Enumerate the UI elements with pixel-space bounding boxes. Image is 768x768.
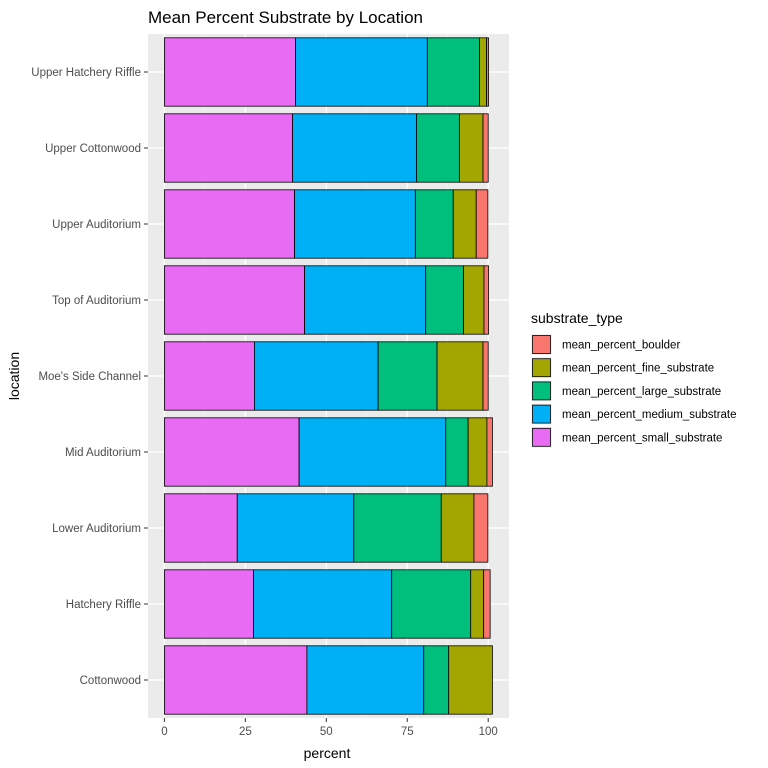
bars [163,37,493,715]
bar-segment [163,493,238,563]
legend-swatch [532,427,551,447]
legend: substrate_type mean_percent_boulder mean_… [531,310,737,448]
bar-segment [163,37,296,107]
bar-segment [416,113,460,183]
legend-swatch [532,381,551,401]
chart-title: Mean Percent Substrate by Location [148,8,423,27]
bar-segment [163,341,255,411]
bar-segment [304,265,427,335]
bar-segment [306,645,425,715]
x-tick-label: 100 [479,726,498,738]
bar-segment [473,493,489,563]
bar-segment [414,189,454,259]
x-tick-label: 0 [161,726,167,738]
bar-segment [483,265,489,335]
legend-label: mean_percent_boulder [562,340,680,352]
bar-segment [467,417,488,487]
legend-label: mean_percent_small_substrate [562,432,722,444]
y-tick-label: Hatchery Riffle [66,599,141,611]
x-axis-ticks: 0 25 50 75 100 [161,718,498,738]
bar-segment [163,645,308,715]
legend-label: mean_percent_medium_substrate [562,409,737,421]
legend-swatch [532,404,551,424]
legend-label: mean_percent_fine_substrate [562,363,714,375]
bar-segment [163,189,295,259]
bar-segment [452,189,477,259]
bar-segment [436,341,484,411]
bar-segment [236,493,355,563]
y-tick-label: Upper Hatchery Riffle [31,67,141,79]
bar-segment [163,113,294,183]
bar-segment [423,645,450,715]
bar-segment [479,37,487,107]
bar-segment [163,417,300,487]
legend-title: substrate_type [531,310,623,326]
bar-segment [463,265,485,335]
bar-segment [483,569,491,639]
bar-segment [163,569,254,639]
bar-segment [254,341,379,411]
bar-segment [391,569,472,639]
bar-segment [440,493,475,563]
bar-segment [425,265,464,335]
x-tick-label: 75 [401,726,414,738]
bar-segment [475,189,489,259]
y-tick-label: Top of Auditorium [52,295,141,307]
legend-swatch [532,335,551,354]
y-tick-label: Upper Cottonwood [45,143,141,155]
bar-segment [298,417,447,487]
bar-segment [448,645,493,715]
bar-segment [486,417,493,487]
bar-segment [482,341,489,411]
bar-segment [458,113,484,183]
bar-segment [253,569,393,639]
bar-segment [426,37,480,107]
bar-segment [482,113,489,183]
x-tick-label: 50 [320,726,333,738]
bar-segment [377,341,438,411]
y-tick-label: Lower Auditorium [52,523,141,535]
bar-segment [294,189,416,259]
bar-segment [445,417,469,487]
y-tick-label: Mid Auditorium [65,447,141,459]
bar-segment [470,569,485,639]
y-tick-label: Moe's Side Channel [38,371,141,383]
bar-segment [486,37,489,107]
y-axis-title: location [6,352,22,400]
y-tick-label: Upper Auditorium [52,219,141,231]
bar-segment [353,493,442,563]
legend-label: mean_percent_large_substrate [562,386,721,398]
legend-swatch [532,358,551,378]
y-tick-label: Cottonwood [80,675,141,687]
x-axis-title: percent [304,745,351,761]
x-tick-label: 25 [239,726,252,738]
bar-segment [292,113,418,183]
bar-segment [295,37,428,107]
bar-segment [163,265,306,335]
y-axis-ticks: Upper Hatchery Riffle Upper Cottonwood Upp… [31,67,148,687]
